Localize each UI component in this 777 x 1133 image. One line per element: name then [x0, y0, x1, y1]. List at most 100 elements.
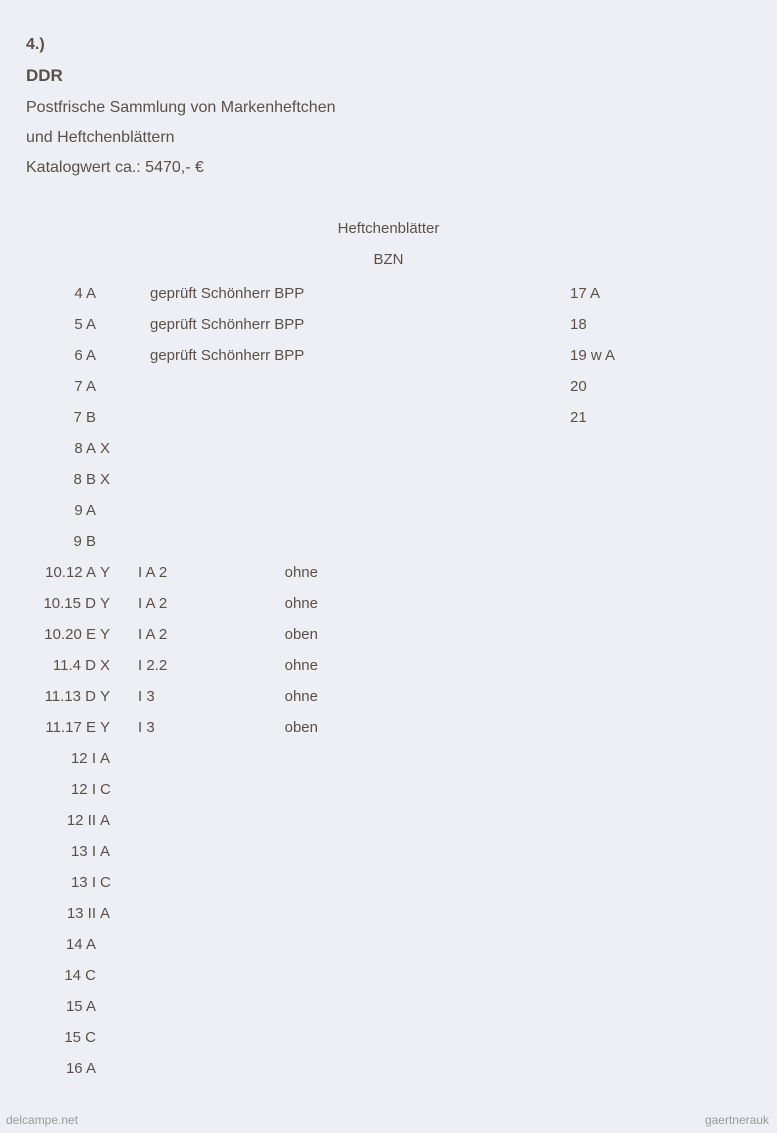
- row-sub: I A 2: [130, 626, 188, 643]
- list-row: 5 A geprüft Schönherr BPP: [10, 309, 510, 340]
- row-text: 17 A: [570, 285, 600, 302]
- list-row: 18: [570, 309, 767, 340]
- row-code: 15 A: [10, 998, 100, 1015]
- row-text: 21: [570, 409, 587, 426]
- row-code: 11.4 D: [10, 657, 100, 674]
- list-row: 14 C: [10, 960, 510, 991]
- row-code: 5 A: [10, 316, 100, 333]
- list-row: 7 A: [10, 371, 510, 402]
- list-row: 4 A geprüft Schönherr BPP: [10, 278, 510, 309]
- list-row: 6 Ageprüft Schönherr BPP: [10, 340, 510, 371]
- row-code: 10.15 D: [10, 595, 100, 612]
- header-block: 4.) DDR Postfrische Sammlung von Markenh…: [26, 30, 767, 184]
- list-row: 13 IA: [10, 836, 510, 867]
- row-code: 11.13 D: [10, 688, 100, 705]
- row-flag: A: [100, 843, 130, 860]
- list-row: 15 C: [10, 1022, 510, 1053]
- row-code: 13 I: [10, 843, 100, 860]
- row-code: 7 A: [10, 378, 100, 395]
- list-row: 14 A: [10, 929, 510, 960]
- list-row: 8 AX: [10, 433, 510, 464]
- description-line-1: Postfrische Sammlung von Markenheftchen: [26, 93, 767, 123]
- row-position: oben: [188, 626, 358, 643]
- row-position: oben: [188, 719, 358, 736]
- row-flag: C: [100, 874, 130, 891]
- row-code: 9 B: [10, 533, 100, 550]
- row-code: 7 B: [10, 409, 100, 426]
- row-code: 11.17 E: [10, 719, 100, 736]
- row-code: 13 I: [10, 874, 100, 891]
- row-code: 8 A: [10, 440, 100, 457]
- row-text: 20: [570, 378, 587, 395]
- row-code: 14 C: [10, 967, 100, 984]
- list-row: 13 IIA: [10, 898, 510, 929]
- row-text: 19 w A: [570, 347, 615, 364]
- section-title: Heftchenblätter: [10, 220, 767, 237]
- row-code: 4 A: [10, 285, 100, 302]
- row-code: 12 I: [10, 781, 100, 798]
- row-code: 12 I: [10, 750, 100, 767]
- row-sub: I A 2: [130, 595, 188, 612]
- list-row: 15 A: [10, 991, 510, 1022]
- row-position: ohne: [188, 595, 358, 612]
- row-flag: A: [100, 905, 130, 922]
- row-note: geprüft Schönherr BPP: [130, 285, 510, 302]
- list-row: 9 A: [10, 495, 510, 526]
- row-code: 10.20 E: [10, 626, 100, 643]
- list-row: 11.4 DXI 2.2ohne: [10, 650, 510, 681]
- row-text: 18: [570, 316, 587, 333]
- list-row: 8 BX: [10, 464, 510, 495]
- row-code: 10.12 A: [10, 564, 100, 581]
- row-flag: Y: [100, 626, 130, 643]
- country-title: DDR: [26, 60, 767, 92]
- columns-container: 4 A geprüft Schönherr BPP 5 A geprüft Schön…: [10, 278, 767, 1084]
- row-sub: I A 2: [130, 564, 188, 581]
- row-code: 14 A: [10, 936, 100, 953]
- row-sub: I 3: [130, 688, 188, 705]
- list-row: 10.15 DYI A 2ohne: [10, 588, 510, 619]
- row-sub: I 2.2: [130, 657, 188, 674]
- list-row: 16 A: [10, 1053, 510, 1084]
- document-page: 4.) DDR Postfrische Sammlung von Markenh…: [0, 0, 777, 1104]
- row-code: 16 A: [10, 1060, 100, 1077]
- row-flag: Y: [100, 719, 130, 736]
- row-code: 12 II: [10, 812, 100, 829]
- row-sub: I 3: [130, 719, 188, 736]
- row-position: ohne: [188, 657, 358, 674]
- list-row: 17 A: [570, 278, 767, 309]
- catalog-value: Katalogwert ca.: 5470,- €: [26, 153, 767, 183]
- list-row: 19 w A: [570, 340, 767, 371]
- row-flag: C: [100, 781, 130, 798]
- right-column: 17 A 18 19 w A 20 21: [510, 278, 767, 1084]
- list-row: 10.20 EYI A 2oben: [10, 619, 510, 650]
- list-row: 21: [570, 402, 767, 433]
- list-row: 12 IC: [10, 774, 510, 805]
- list-row: 13 IC: [10, 867, 510, 898]
- row-code: 15 C: [10, 1029, 100, 1046]
- list-row: 12 IIA: [10, 805, 510, 836]
- row-note: geprüft Schönherr BPP: [130, 316, 510, 333]
- row-position: ohne: [188, 688, 358, 705]
- watermark-right: gaertnerauk: [705, 1113, 769, 1127]
- row-flag: X: [100, 471, 130, 488]
- row-flag: A: [100, 750, 130, 767]
- row-flag: Y: [100, 564, 130, 581]
- list-row: 7 B: [10, 402, 510, 433]
- list-row: 9 B: [10, 526, 510, 557]
- left-column: 4 A geprüft Schönherr BPP 5 A geprüft Schön…: [10, 278, 510, 1084]
- list-row: 11.17 EYI 3oben: [10, 712, 510, 743]
- row-flag: Y: [100, 595, 130, 612]
- list-row: 11.13 DYI 3ohne: [10, 681, 510, 712]
- row-flag: A: [100, 812, 130, 829]
- row-flag: X: [100, 440, 130, 457]
- row-flag: X: [100, 657, 130, 674]
- list-row: 10.12 AYI A 2ohne: [10, 557, 510, 588]
- list-row: 20: [570, 371, 767, 402]
- row-note: geprüft Schönherr BPP: [130, 347, 510, 364]
- item-number: 4.): [26, 30, 767, 60]
- row-code: 13 II: [10, 905, 100, 922]
- row-code: 9 A: [10, 502, 100, 519]
- row-code: 8 B: [10, 471, 100, 488]
- row-position: ohne: [188, 564, 358, 581]
- description-line-2: und Heftchenblättern: [26, 123, 767, 153]
